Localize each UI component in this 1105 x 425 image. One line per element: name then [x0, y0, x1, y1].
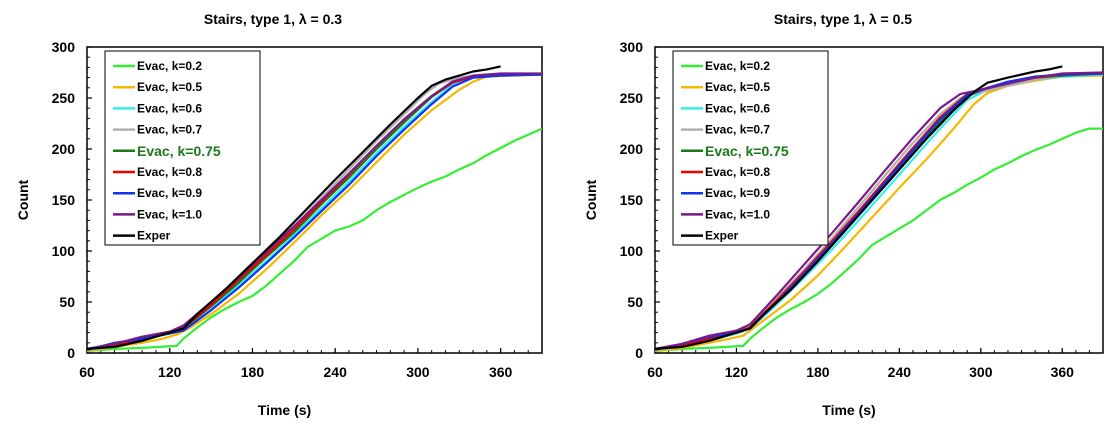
x-tick-label: 360: [489, 364, 513, 380]
x-tick-label: 120: [158, 364, 182, 380]
y-tick-label: 150: [52, 192, 76, 208]
series-group: [87, 65, 542, 353]
legend-label: Evac, k=0.7: [137, 123, 202, 137]
series-group: [655, 65, 1103, 353]
x-tick-label: 180: [806, 364, 830, 380]
x-tick-label: 120: [725, 364, 749, 380]
y-tick-label: 0: [635, 345, 643, 361]
x-tick-label: 240: [324, 364, 348, 380]
x-tick-label: 180: [241, 364, 265, 380]
y-tick-label: 200: [620, 141, 644, 157]
legend-label: Evac, k=0.7: [705, 123, 770, 137]
series-line-k05: [87, 73, 542, 353]
y-tick-label: 300: [620, 39, 644, 55]
x-tick-label: 300: [969, 364, 993, 380]
series-line-k02: [87, 127, 542, 353]
legend-label: Evac, k=0.9: [705, 186, 770, 200]
x-tick-label: 360: [1051, 364, 1075, 380]
y-tick-label: 250: [620, 90, 644, 106]
y-tick-label: 100: [52, 243, 76, 259]
legend-label: Evac, k=0.6: [137, 101, 202, 115]
x-axis-label: Time (s): [258, 402, 311, 418]
series-line-exper: [87, 65, 501, 350]
y-axis-label: Count: [15, 179, 31, 220]
series-line-k10: [87, 72, 542, 350]
legend-label: Exper: [705, 229, 739, 243]
chart-panel-1: Stairs, type 1, λ = 0.3 0 50 100 150 200 250 30…: [15, 11, 543, 418]
legend-label: Exper: [137, 229, 171, 243]
x-axis-label: Time (s): [822, 402, 875, 418]
x-tick-label: 60: [79, 364, 95, 380]
legend-label: Evac, k=0.2: [705, 59, 770, 73]
legend: Evac, k=0.2 Evac, k=0.5 Evac, k=0.6 Evac, k…: [104, 50, 261, 246]
legend: Evac, k=0.2 Evac, k=0.5 Evac, k=0.6 Evac, k…: [672, 50, 829, 246]
legend-label: Evac, k=0.5: [137, 80, 202, 94]
legend-box: [104, 50, 261, 246]
y-tick-label: 200: [52, 141, 76, 157]
series-line-k02: [655, 127, 1103, 353]
y-tick-label: 50: [59, 294, 75, 310]
chart-title: Stairs, type 1, λ = 0.3: [204, 11, 342, 27]
x-tick-label: 60: [647, 364, 663, 380]
legend-label: Evac, k=0.75: [137, 143, 221, 159]
legend-label: Evac, k=0.2: [137, 59, 202, 73]
chart-panel-2: Stairs, type 1, λ = 0.5 0 50 100 150 200 250 30…: [583, 11, 1104, 418]
legend-label: Evac, k=1.0: [137, 207, 202, 221]
x-tick-label: 300: [406, 364, 430, 380]
series-line-exper: [655, 65, 1063, 350]
y-tick-label: 0: [67, 345, 75, 361]
legend-box: [672, 50, 829, 246]
series-line-k10: [655, 71, 1103, 350]
legend-label: Evac, k=0.9: [137, 186, 202, 200]
legend-label: Evac, k=0.75: [705, 143, 789, 159]
y-tick-label: 250: [52, 90, 76, 106]
y-tick-label: 50: [627, 294, 643, 310]
y-tick-label: 100: [620, 243, 644, 259]
chart-title: Stairs, type 1, λ = 0.5: [774, 11, 912, 27]
y-axis-label: Count: [583, 179, 599, 220]
x-tick-label: 240: [888, 364, 912, 380]
legend-label: Evac, k=0.6: [705, 101, 770, 115]
y-tick-label: 300: [52, 39, 76, 55]
y-tick-label: 150: [620, 192, 644, 208]
legend-label: Evac, k=0.5: [705, 80, 770, 94]
legend-label: Evac, k=0.8: [137, 165, 202, 179]
legend-label: Evac, k=0.8: [705, 165, 770, 179]
legend-label: Evac, k=1.0: [705, 207, 770, 221]
